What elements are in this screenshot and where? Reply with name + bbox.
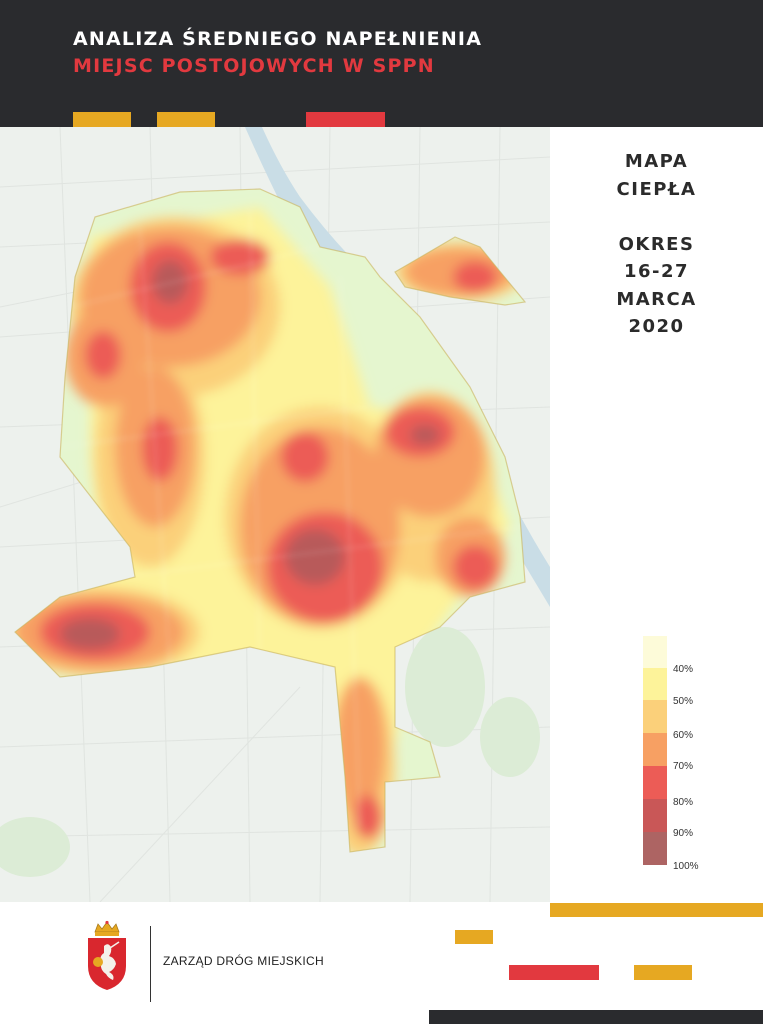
header: ANALIZA ŚREDNIEGO NAPEŁNIENIA MIEJSC POS… bbox=[0, 0, 763, 127]
legend-swatch-80 bbox=[643, 766, 667, 799]
map-title-line-2: CIEPŁA bbox=[616, 179, 697, 200]
heat-map-canvas bbox=[0, 127, 550, 902]
legend-swatch-60 bbox=[643, 700, 667, 733]
period-year: 2020 bbox=[628, 316, 685, 337]
period-month: MARCA bbox=[616, 289, 697, 310]
legend-swatch-40 bbox=[643, 636, 667, 668]
legend-label: 60% bbox=[673, 730, 694, 741]
legend-label: 100% bbox=[673, 861, 699, 872]
legend-label: 40% bbox=[673, 664, 694, 675]
heat-map bbox=[0, 127, 550, 902]
decor-bar-red-bottom bbox=[509, 965, 599, 980]
decor-bar-yellow-bottom bbox=[634, 965, 692, 980]
organization-name: ZARZĄD DRÓG MIEJSKICH bbox=[163, 954, 324, 968]
legend-label: 50% bbox=[673, 696, 694, 707]
period-label: OKRES bbox=[618, 234, 695, 255]
footer bbox=[0, 902, 763, 1024]
decor-bar-dark-bottom bbox=[429, 1010, 763, 1024]
footer-divider bbox=[150, 926, 151, 1002]
decor-bar-red bbox=[306, 112, 385, 127]
warsaw-coat-of-arms-icon bbox=[88, 920, 126, 990]
green-areas bbox=[0, 627, 540, 877]
decor-bar-yellow-top bbox=[550, 903, 763, 917]
decor-bar-yellow-1 bbox=[73, 112, 131, 127]
map-title-line-1: MAPA bbox=[624, 151, 689, 172]
legend-swatch-100 bbox=[643, 832, 667, 865]
legend-label: 80% bbox=[673, 797, 694, 808]
legend-swatch-90 bbox=[643, 799, 667, 832]
legend-label: 70% bbox=[673, 761, 694, 772]
period-dates: 16-27 bbox=[623, 261, 690, 282]
decor-bar-yellow-2 bbox=[157, 112, 215, 127]
zone-outline bbox=[14, 188, 527, 853]
decor-bar-yellow-small bbox=[455, 930, 493, 944]
legend-swatch-70 bbox=[643, 733, 667, 766]
legend-swatch-50 bbox=[643, 668, 667, 700]
legend-label: 90% bbox=[673, 828, 694, 839]
page-title: ANALIZA ŚREDNIEGO NAPEŁNIENIA bbox=[73, 28, 483, 50]
page-subtitle: MIEJSC POSTOJOWYCH W SPPN bbox=[73, 55, 435, 77]
